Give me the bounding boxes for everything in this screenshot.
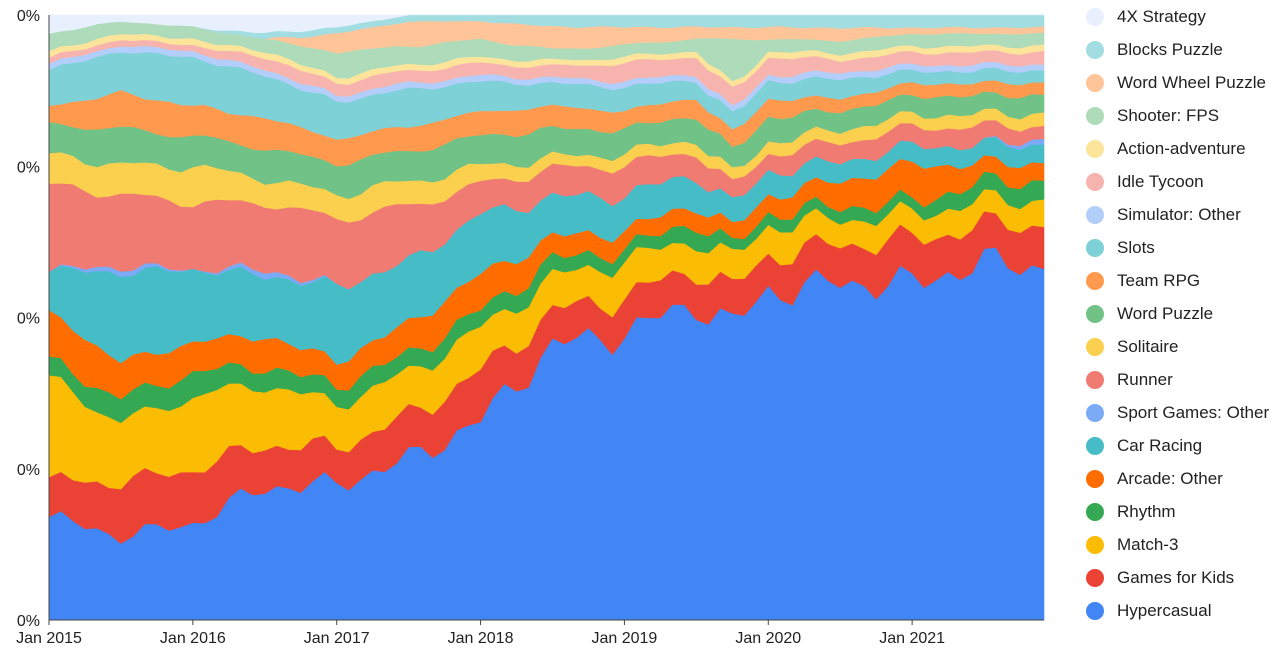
legend: 4X Strategy Blocks Puzzle Word Wheel Puzzl… bbox=[1086, 0, 1273, 627]
legend-swatch bbox=[1086, 106, 1104, 125]
legend-swatch bbox=[1086, 469, 1104, 488]
legend-swatch bbox=[1086, 238, 1104, 257]
legend-label: 4X Strategy bbox=[1117, 6, 1206, 26]
legend-label: Match-3 bbox=[1117, 534, 1179, 554]
legend-item[interactable]: Runner bbox=[1086, 363, 1273, 396]
legend-item[interactable]: Sport Games: Other bbox=[1086, 396, 1273, 429]
legend-swatch bbox=[1086, 205, 1104, 224]
legend-swatch bbox=[1086, 271, 1104, 290]
legend-label: Shooter: FPS bbox=[1117, 105, 1220, 125]
legend-swatch bbox=[1086, 403, 1104, 422]
legend-label: Idle Tycoon bbox=[1117, 171, 1204, 191]
legend-label: Blocks Puzzle bbox=[1117, 39, 1223, 59]
area-4x-strategy bbox=[48, 14, 1044, 34]
x-tick-label: Jan 2021 bbox=[879, 630, 945, 647]
legend-label: Word Wheel Puzzle bbox=[1117, 72, 1266, 92]
legend-item[interactable]: Car Racing bbox=[1086, 429, 1273, 462]
legend-swatch bbox=[1086, 436, 1104, 455]
legend-item[interactable]: Simulator: Other bbox=[1086, 198, 1273, 231]
x-tick-label: Jan 2016 bbox=[160, 630, 226, 647]
y-tick-label: 0% bbox=[17, 311, 40, 328]
y-tick-label: 0% bbox=[17, 159, 40, 176]
legend-label: Arcade: Other bbox=[1117, 468, 1223, 488]
legend-item[interactable]: Hypercasual bbox=[1086, 594, 1273, 627]
legend-label: Team RPG bbox=[1117, 270, 1201, 290]
legend-swatch bbox=[1086, 304, 1104, 323]
legend-swatch bbox=[1086, 601, 1104, 620]
y-axis-ticks: 0% 0% 0% 0% 0% bbox=[17, 8, 40, 630]
legend-swatch bbox=[1086, 139, 1104, 158]
legend-item[interactable]: Arcade: Other bbox=[1086, 462, 1273, 495]
legend-swatch bbox=[1086, 40, 1104, 59]
x-axis-ticks: Jan 2015 Jan 2016 Jan 2017 Jan 2018 Jan 2019… bbox=[16, 620, 945, 647]
legend-item[interactable]: Word Puzzle bbox=[1086, 297, 1273, 330]
x-tick-label: Jan 2017 bbox=[304, 630, 370, 647]
legend-label: Sport Games: Other bbox=[1117, 402, 1270, 422]
legend-swatch bbox=[1086, 7, 1104, 26]
legend-item[interactable]: Solitaire bbox=[1086, 330, 1273, 363]
x-tick-label: Jan 2015 bbox=[16, 630, 82, 647]
x-tick-label: Jan 2018 bbox=[448, 630, 514, 647]
legend-item[interactable]: Action-adventure bbox=[1086, 132, 1273, 165]
y-tick-label: 0% bbox=[17, 613, 40, 630]
legend-item[interactable]: Word Wheel Puzzle bbox=[1086, 66, 1273, 99]
legend-swatch bbox=[1086, 502, 1104, 521]
legend-label: Rhythm bbox=[1117, 501, 1176, 521]
legend-swatch bbox=[1086, 172, 1104, 191]
stacked-area-chart: 0%0%0%0%0% Jan 2015 Jan 2016 Jan 2017 Jan 2… bbox=[16, 8, 1045, 647]
y-tick-label: 0% bbox=[17, 8, 40, 25]
x-tick-label: Jan 2019 bbox=[591, 630, 657, 647]
y-tick-label: 0% bbox=[17, 462, 40, 479]
legend-swatch bbox=[1086, 535, 1104, 554]
legend-label: Simulator: Other bbox=[1117, 204, 1241, 224]
x-tick-label: Jan 2020 bbox=[735, 630, 801, 647]
legend-swatch bbox=[1086, 73, 1104, 92]
legend-item[interactable]: 4X Strategy bbox=[1086, 0, 1273, 33]
legend-item[interactable]: Slots bbox=[1086, 231, 1273, 264]
legend-swatch bbox=[1086, 370, 1104, 389]
legend-item[interactable]: Games for Kids bbox=[1086, 561, 1273, 594]
legend-item[interactable]: Team RPG bbox=[1086, 264, 1273, 297]
legend-label: Car Racing bbox=[1117, 435, 1203, 455]
legend-label: Action-adventure bbox=[1117, 138, 1246, 158]
legend-label: Hypercasual bbox=[1117, 600, 1212, 620]
legend-swatch bbox=[1086, 337, 1104, 356]
legend-item[interactable]: Match-3 bbox=[1086, 528, 1273, 561]
legend-swatch bbox=[1086, 568, 1104, 587]
legend-item[interactable]: Blocks Puzzle bbox=[1086, 33, 1273, 66]
legend-label: Slots bbox=[1117, 237, 1155, 257]
series-areas bbox=[48, 14, 1045, 621]
legend-item[interactable]: Rhythm bbox=[1086, 495, 1273, 528]
legend-label: Solitaire bbox=[1117, 336, 1179, 356]
legend-item[interactable]: Shooter: FPS bbox=[1086, 99, 1273, 132]
legend-label: Word Puzzle bbox=[1117, 303, 1214, 323]
legend-label: Games for Kids bbox=[1117, 567, 1235, 587]
legend-item[interactable]: Idle Tycoon bbox=[1086, 165, 1273, 198]
legend-label: Runner bbox=[1117, 369, 1173, 389]
